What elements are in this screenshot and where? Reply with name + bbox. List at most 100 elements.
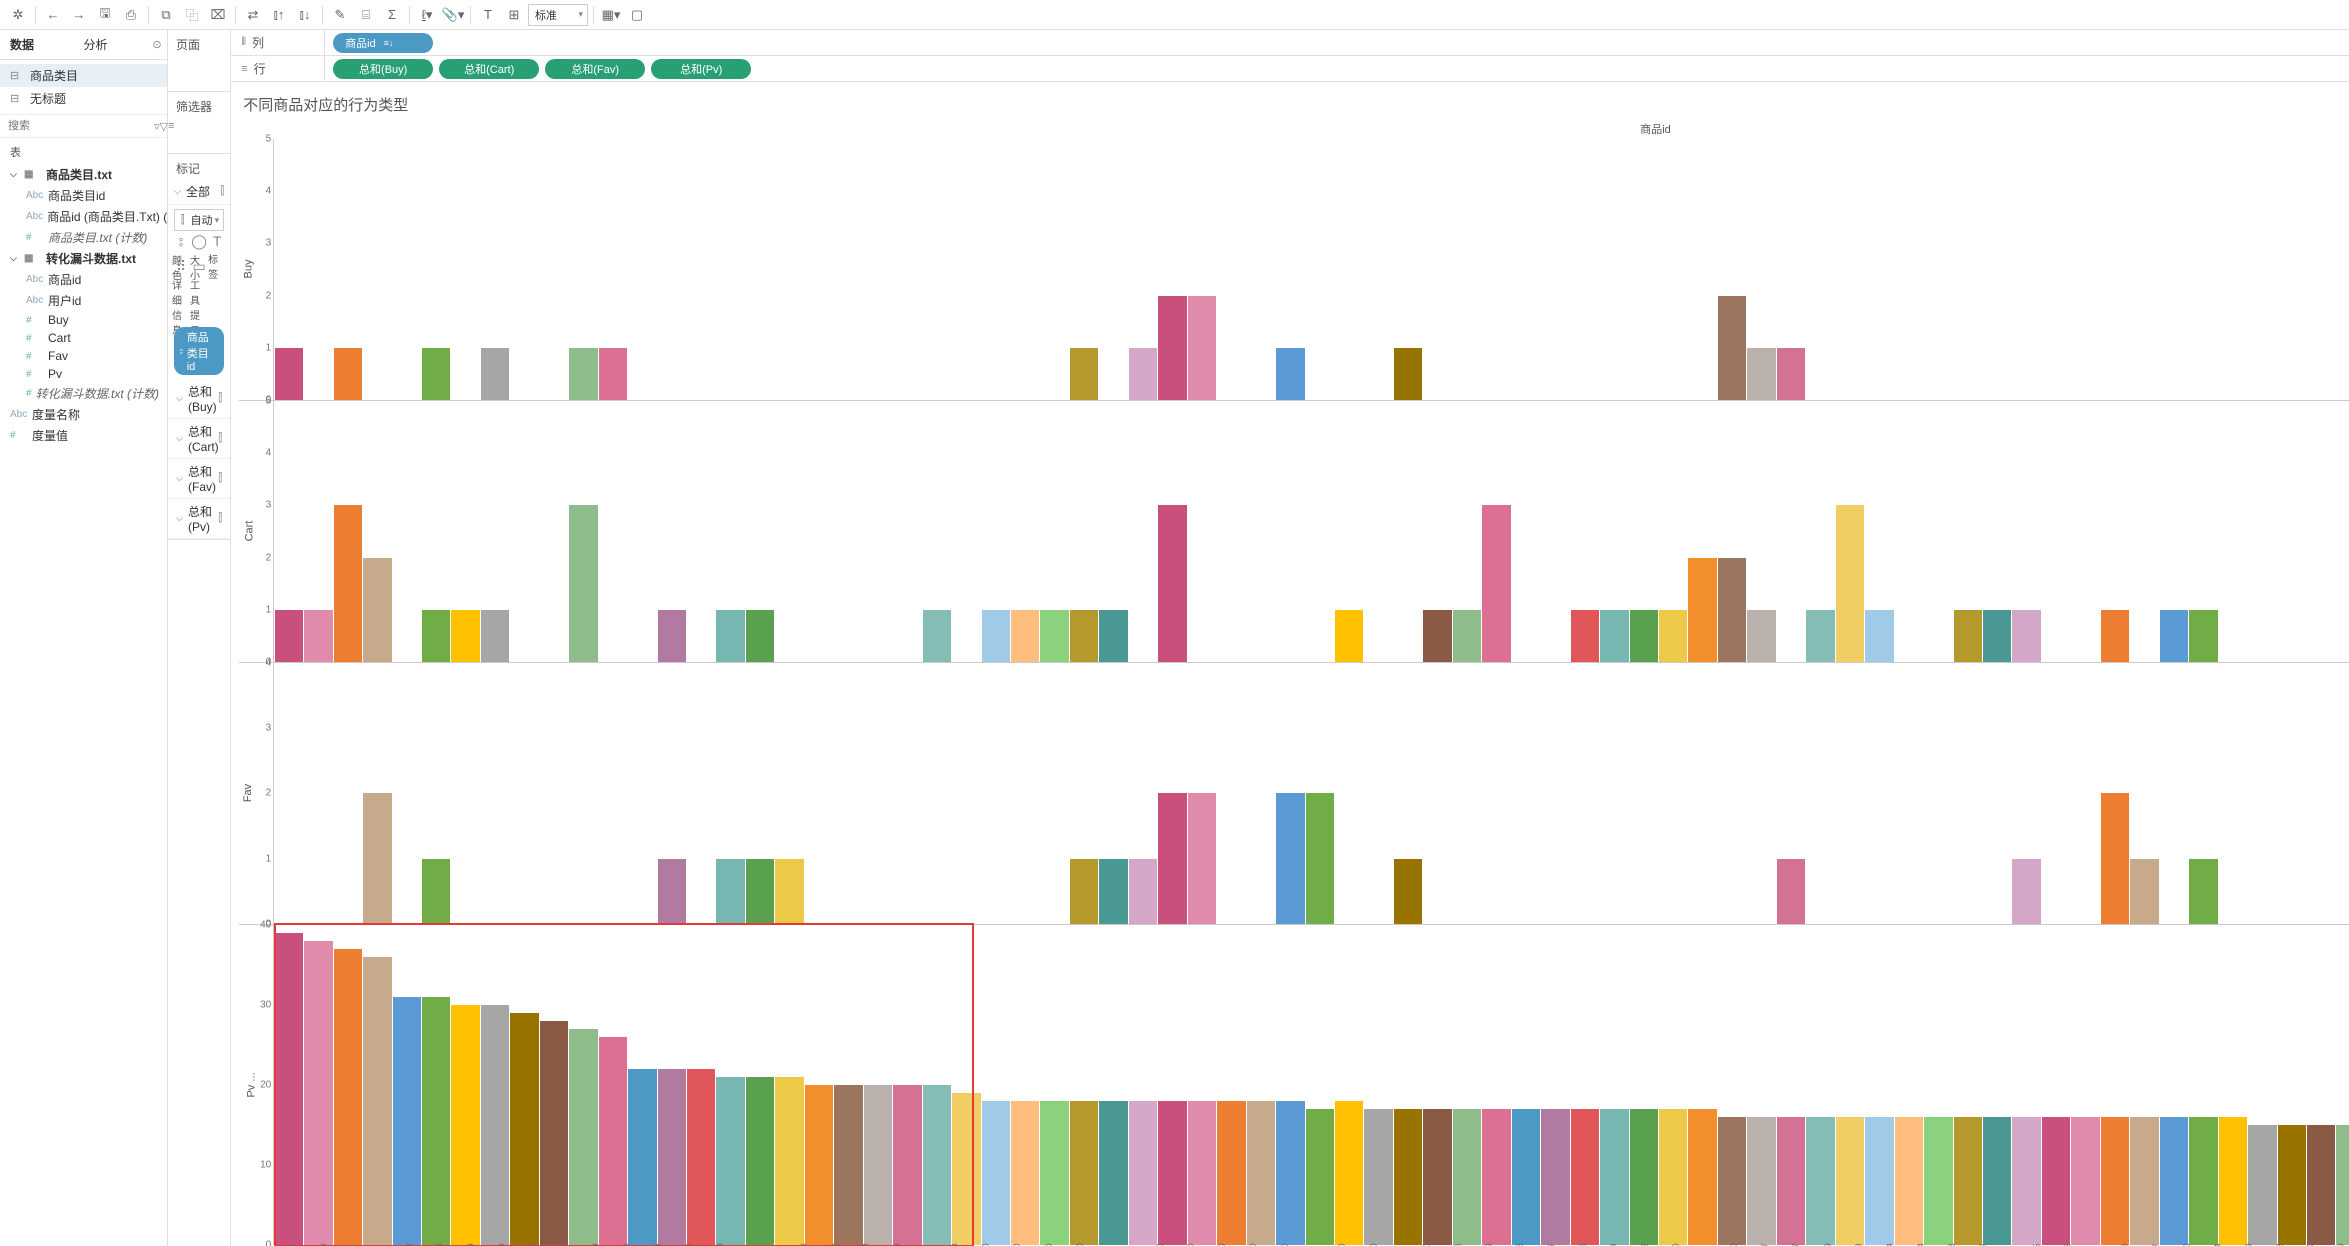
bar[interactable] — [1188, 296, 1216, 400]
bar[interactable] — [952, 1093, 980, 1245]
mark-button-工具提示[interactable]: ▭工具提示 — [190, 277, 208, 317]
bars-area[interactable] — [273, 663, 2349, 924]
bar[interactable] — [1394, 859, 1422, 924]
bar[interactable] — [1865, 610, 1893, 662]
rows-pill[interactable]: 总和(Pv) — [651, 59, 751, 79]
bar[interactable] — [363, 793, 391, 923]
bar[interactable] — [1836, 505, 1864, 662]
bar[interactable] — [2130, 1117, 2158, 1245]
field-item[interactable]: #商品类目.txt (计数) — [0, 227, 167, 248]
bar[interactable] — [1777, 859, 1805, 924]
bar[interactable] — [1070, 610, 1098, 662]
bar[interactable] — [1276, 348, 1304, 400]
filters-shelf[interactable]: 筛选器 — [168, 92, 230, 154]
marks-measure-row[interactable]: ⌵总和(Fav)⫿ — [168, 459, 230, 499]
bar[interactable] — [1129, 859, 1157, 924]
bar[interactable] — [1571, 610, 1599, 662]
bar[interactable] — [1688, 558, 1716, 662]
bar[interactable] — [1423, 1109, 1451, 1245]
tab-data[interactable]: 数据 — [0, 30, 74, 59]
bar[interactable] — [1276, 1101, 1304, 1245]
bar[interactable] — [451, 1005, 479, 1245]
field-item[interactable]: #Cart — [0, 329, 167, 347]
bar[interactable] — [275, 348, 303, 400]
bar[interactable] — [599, 1037, 627, 1245]
new-sheet-icon[interactable]: ⧉ — [154, 3, 178, 27]
bar[interactable] — [2189, 610, 2217, 662]
bar[interactable] — [1364, 1109, 1392, 1245]
bar[interactable] — [2189, 1117, 2217, 1245]
bar[interactable] — [393, 997, 421, 1245]
bar[interactable] — [422, 859, 450, 924]
bar[interactable] — [275, 610, 303, 662]
bar[interactable] — [1335, 610, 1363, 662]
bar[interactable] — [569, 505, 597, 662]
bar[interactable] — [481, 1005, 509, 1245]
search-input[interactable] — [4, 117, 154, 135]
marks-measure-row[interactable]: ⌵总和(Cart)⫿ — [168, 419, 230, 459]
bar[interactable] — [2160, 1117, 2188, 1245]
bar[interactable] — [1070, 348, 1098, 400]
bar[interactable] — [334, 949, 362, 1245]
bar[interactable] — [1011, 610, 1039, 662]
bar[interactable] — [363, 558, 391, 662]
bar[interactable] — [1512, 1109, 1540, 1245]
bar[interactable] — [1217, 1101, 1245, 1245]
bar[interactable] — [716, 859, 744, 924]
bar[interactable] — [1011, 1101, 1039, 1245]
bar[interactable] — [1158, 505, 1186, 662]
bar[interactable] — [1453, 610, 1481, 662]
fit-dropdown[interactable]: 标准 — [528, 4, 588, 26]
bar[interactable] — [1630, 610, 1658, 662]
bar[interactable] — [923, 1085, 951, 1245]
bar[interactable] — [422, 348, 450, 400]
bar[interactable] — [2012, 1117, 2040, 1245]
bar[interactable] — [451, 610, 479, 662]
bar[interactable] — [1040, 610, 1068, 662]
bar[interactable] — [746, 859, 774, 924]
bar[interactable] — [1747, 610, 1775, 662]
datasource-item[interactable]: ⊟商品类目 — [0, 64, 167, 87]
bar[interactable] — [1924, 1117, 1952, 1245]
sort-desc-icon[interactable]: ⫾↓ — [293, 3, 317, 27]
field-item[interactable]: #Fav — [0, 347, 167, 365]
bar[interactable] — [304, 610, 332, 662]
bar[interactable] — [1541, 1109, 1569, 1245]
bar[interactable] — [746, 610, 774, 662]
bar[interactable] — [1718, 558, 1746, 662]
bar[interactable] — [2042, 1117, 2070, 1245]
pages-shelf[interactable]: 页面 — [168, 30, 230, 92]
bar[interactable] — [481, 610, 509, 662]
bar[interactable] — [1688, 1109, 1716, 1245]
bar[interactable] — [982, 1101, 1010, 1245]
mark-button-标签[interactable]: T标签 — [208, 237, 226, 277]
bar[interactable] — [1188, 1101, 1216, 1245]
bar[interactable] — [1070, 859, 1098, 924]
bar[interactable] — [1806, 1117, 1834, 1245]
bar[interactable] — [834, 1085, 862, 1245]
fit-icon[interactable]: ⊞ — [502, 3, 526, 27]
marks-measure-row[interactable]: ⌵总和(Pv)⫿ — [168, 499, 230, 539]
rows-pill[interactable]: 总和(Fav) — [545, 59, 645, 79]
bar[interactable] — [422, 610, 450, 662]
bar[interactable] — [1718, 296, 1746, 400]
bar[interactable] — [2012, 610, 2040, 662]
field-item[interactable]: Abc度量名称 — [0, 404, 167, 425]
bar[interactable] — [510, 1013, 538, 1245]
columns-pill[interactable]: 商品id ≡↓ — [333, 33, 433, 53]
color-shelf[interactable]: ⦂ 商品类目id — [168, 323, 230, 379]
bar[interactable] — [1571, 1109, 1599, 1245]
rows-pill[interactable]: 总和(Cart) — [439, 59, 539, 79]
mark-type-select[interactable]: ⫿ 自动 — [174, 209, 224, 231]
bar[interactable] — [805, 1085, 833, 1245]
bar[interactable] — [893, 1085, 921, 1245]
clear-icon[interactable]: ⌧ — [206, 3, 230, 27]
swap-icon[interactable]: ⇄ — [241, 3, 265, 27]
datasource-item[interactable]: ⊟无标题 — [0, 87, 167, 110]
bar[interactable] — [1394, 1109, 1422, 1245]
bar[interactable] — [1983, 610, 2011, 662]
field-item[interactable]: Abc用户id — [0, 290, 167, 311]
bar[interactable] — [1482, 505, 1510, 662]
bar[interactable] — [1865, 1117, 1893, 1245]
presentation-icon[interactable]: ▢ — [625, 3, 649, 27]
